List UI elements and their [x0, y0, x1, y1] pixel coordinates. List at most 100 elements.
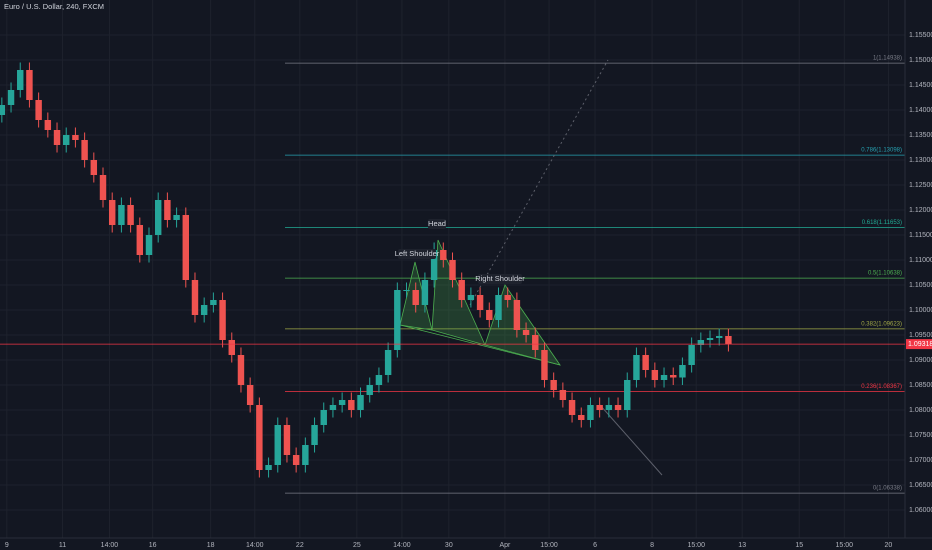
x-tick-label: 15:00: [687, 542, 705, 549]
y-tick-label: 1.08000: [909, 407, 932, 414]
fib-label: 0.618(1.11653): [862, 220, 902, 226]
x-tick-label: 22: [296, 542, 304, 549]
candle-body: [274, 425, 281, 465]
fib-label: 0(1.06338): [873, 486, 902, 492]
candle-body: [486, 310, 493, 320]
y-tick-label: 1.09000: [909, 357, 932, 364]
candle-body: [384, 350, 392, 375]
annotation-box: [478, 274, 522, 284]
candle-body: [302, 445, 309, 465]
candle-body: [357, 395, 364, 410]
candle-body: [127, 205, 134, 225]
candle-body: [99, 175, 107, 200]
annotation: Right Shoulder: [475, 274, 525, 283]
candle-body: [559, 390, 567, 400]
fib-label: 0.786(1.13098): [861, 148, 902, 154]
annotation-box: [428, 219, 446, 229]
candle-body: [458, 280, 465, 300]
fib-label: 0.5(1.10638): [868, 271, 902, 277]
y-tick-label: 1.13500: [909, 132, 932, 139]
x-tick-label: Apr: [499, 542, 511, 549]
candle-body: [81, 140, 88, 160]
y-tick-label: 1.15000: [909, 57, 932, 64]
candle-body: [522, 330, 530, 335]
candle-body: [154, 200, 162, 235]
x-tick-label: 15:00: [836, 542, 854, 549]
candle-body: [403, 290, 410, 291]
candle-body: [568, 400, 576, 415]
y-tick-label: 1.15500: [909, 32, 932, 39]
price-axis: [905, 0, 932, 538]
candle-body: [495, 295, 502, 320]
y-tick-label: 1.07000: [909, 457, 932, 464]
candle-body: [35, 100, 42, 120]
candle-body: [366, 385, 373, 395]
candle-body: [679, 365, 686, 378]
y-tick-label: 1.13000: [909, 157, 932, 164]
y-tick-label: 1.11500: [909, 232, 932, 239]
x-tick-label: 11: [59, 542, 66, 549]
y-tick-label: 1.08500: [909, 382, 932, 389]
candle-body: [476, 295, 484, 310]
x-tick-label: 8: [650, 542, 654, 549]
candle-body: [614, 405, 622, 410]
candle-body: [283, 425, 291, 455]
candle-body: [164, 200, 171, 220]
y-tick-label: 1.09500: [909, 332, 932, 339]
candle-body: [596, 405, 603, 410]
fib-label: 0.236(1.08367): [861, 384, 902, 390]
axes: 1.06000 1.06500 1.07000 1.07500 1.08000 1.085…: [0, 32, 932, 549]
candle-body: [541, 350, 548, 380]
y-tick-label: 1.14000: [909, 107, 932, 114]
pattern-shape: [484, 284, 561, 366]
candles: [0, 62, 732, 478]
x-tick-label: 15:00: [540, 542, 558, 549]
candle-body: [605, 405, 613, 410]
candle-body: [237, 355, 245, 385]
candle-body: [108, 200, 116, 225]
trend-line: [469, 59, 609, 306]
price-label: 1.09318: [908, 341, 932, 348]
candle-body: [642, 355, 649, 370]
candle-body: [338, 400, 346, 405]
candle-body: [329, 405, 337, 410]
candle-body: [412, 290, 419, 305]
y-tick-label: 1.11000: [909, 257, 932, 264]
chart-title: Euro / U.S. Dollar, 240, FXCM: [4, 2, 104, 11]
price-badge: [906, 339, 932, 350]
candle-body: [173, 215, 180, 220]
x-tick-label: 14:00: [393, 542, 411, 549]
candle-body: [715, 336, 723, 338]
candle-body: [440, 250, 447, 260]
annotation-box: [398, 249, 436, 259]
candle-body: [182, 215, 190, 280]
candle-body: [394, 290, 401, 350]
candle-body: [210, 300, 217, 305]
candle-body: [63, 135, 70, 145]
candle-body: [292, 455, 300, 465]
candle-body: [624, 380, 631, 410]
annotation: Head: [428, 219, 446, 228]
candle-body: [651, 370, 659, 380]
candle-body: [265, 465, 272, 470]
candle-body: [72, 135, 79, 140]
candle-body: [136, 225, 144, 255]
candle-body: [697, 340, 705, 345]
fib-label: 1(1.14938): [873, 56, 902, 62]
candle-body: [660, 375, 668, 380]
candle-body: [348, 400, 355, 410]
annotations: Head Left Shoulder Right Shoulder: [395, 219, 525, 284]
neckline: [399, 324, 561, 366]
x-tick-label: 9: [5, 542, 9, 549]
candle-body: [587, 405, 594, 420]
candle-body: [670, 375, 677, 378]
candle-body: [0, 105, 6, 115]
candle-body: [633, 355, 640, 380]
candle-body: [7, 90, 15, 105]
candle-body: [467, 295, 475, 300]
fib-label: 0.382(1.09623): [861, 321, 902, 327]
annotation: Left Shoulder: [395, 249, 440, 258]
candle-body: [118, 205, 125, 225]
